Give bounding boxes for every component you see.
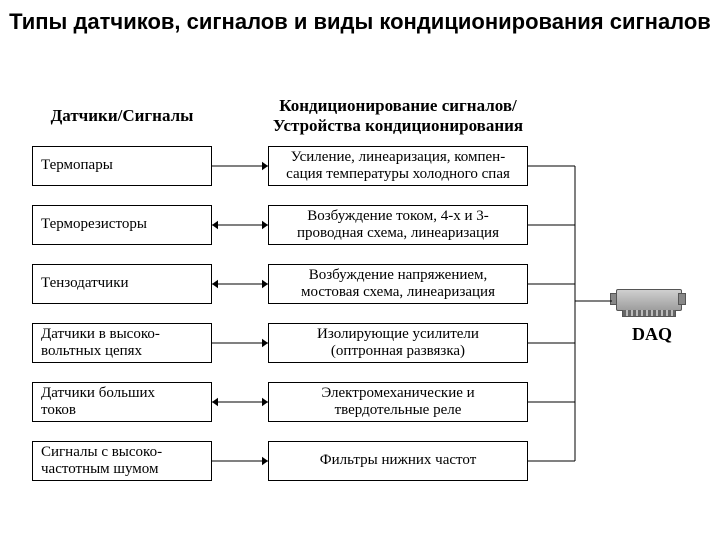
conditioning-box-3: Изолирующие усилители(оптронная развязка… [268, 323, 528, 363]
col-header-left: Датчики/Сигналы [32, 106, 212, 126]
sensor-box-2: Тензодатчики [32, 264, 212, 304]
col-header-right-line2: Устройства кондиционирования [273, 116, 523, 135]
sensor-box-5: Сигналы с высоко-частотным шумом [32, 441, 212, 481]
col-header-right-line1: Кондиционирование сигналов/ [279, 96, 516, 115]
conditioning-box-5: Фильтры нижних частот [268, 441, 528, 481]
daq-device-icon [612, 283, 684, 319]
page-title: Типы датчиков, сигналов и виды кондицион… [0, 8, 720, 36]
daq-label: DAQ [632, 324, 672, 345]
conditioning-box-4: Электромеханические итвердотельные реле [268, 382, 528, 422]
conditioning-box-1: Возбуждение током, 4-х и 3-проводная схе… [268, 205, 528, 245]
col-header-right: Кондиционирование сигналов/ Устройства к… [248, 96, 548, 137]
sensor-box-0: Термопары [32, 146, 212, 186]
sensor-box-4: Датчики большихтоков [32, 382, 212, 422]
sensor-box-3: Датчики в высоко-вольтных цепях [32, 323, 212, 363]
conditioning-box-0: Усиление, линеаризация, компен-сация тем… [268, 146, 528, 186]
conditioning-box-2: Возбуждение напряжением,мостовая схема, … [268, 264, 528, 304]
sensor-box-1: Терморезисторы [32, 205, 212, 245]
